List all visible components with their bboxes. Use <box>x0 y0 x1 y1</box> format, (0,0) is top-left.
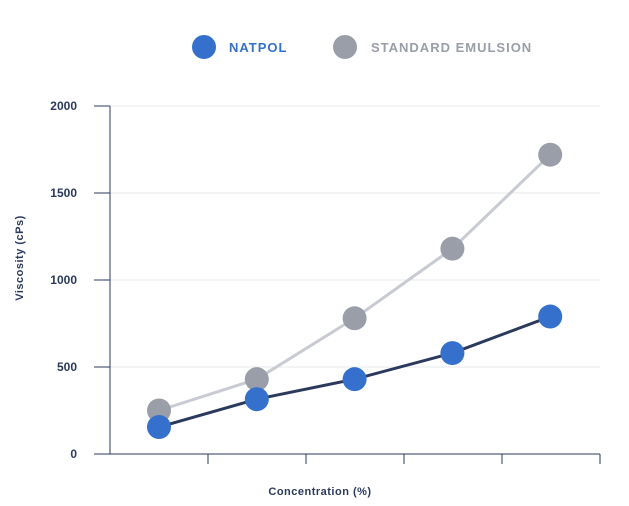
data-point-natpol <box>342 367 367 392</box>
data-point-standard-emulsion <box>538 142 563 167</box>
gridlines <box>110 105 600 368</box>
legend: NATPOL STANDARD EMULSION <box>192 35 532 59</box>
data-point-standard-emulsion <box>342 306 367 331</box>
axes <box>94 105 601 464</box>
data-point-natpol <box>244 387 269 412</box>
y-tick-label: 1500 <box>50 186 77 200</box>
data-point-natpol <box>147 415 171 440</box>
series-points <box>147 142 563 440</box>
y-tick-label: 500 <box>57 360 77 374</box>
y-tick-label: 1000 <box>50 273 77 287</box>
legend-marker-natpol <box>192 35 216 59</box>
data-point-standard-emulsion <box>440 236 465 261</box>
legend-label-natpol: NATPOL <box>229 40 287 55</box>
x-axis-title: Concentration (%) <box>268 486 371 498</box>
legend-marker-standard-emulsion <box>333 35 357 59</box>
y-tick-labels: 0 500 1000 1500 2000 <box>50 99 77 461</box>
legend-label-standard-emulsion: STANDARD EMULSION <box>371 40 532 55</box>
y-tick-label: 0 <box>70 447 77 461</box>
data-point-natpol <box>440 341 465 366</box>
data-point-standard-emulsion <box>244 367 269 392</box>
y-axis-title: Viscosity (cPs) <box>14 215 26 301</box>
y-tick-label: 2000 <box>50 99 77 113</box>
data-point-standard-emulsion <box>147 398 171 423</box>
data-point-natpol <box>538 304 563 329</box>
